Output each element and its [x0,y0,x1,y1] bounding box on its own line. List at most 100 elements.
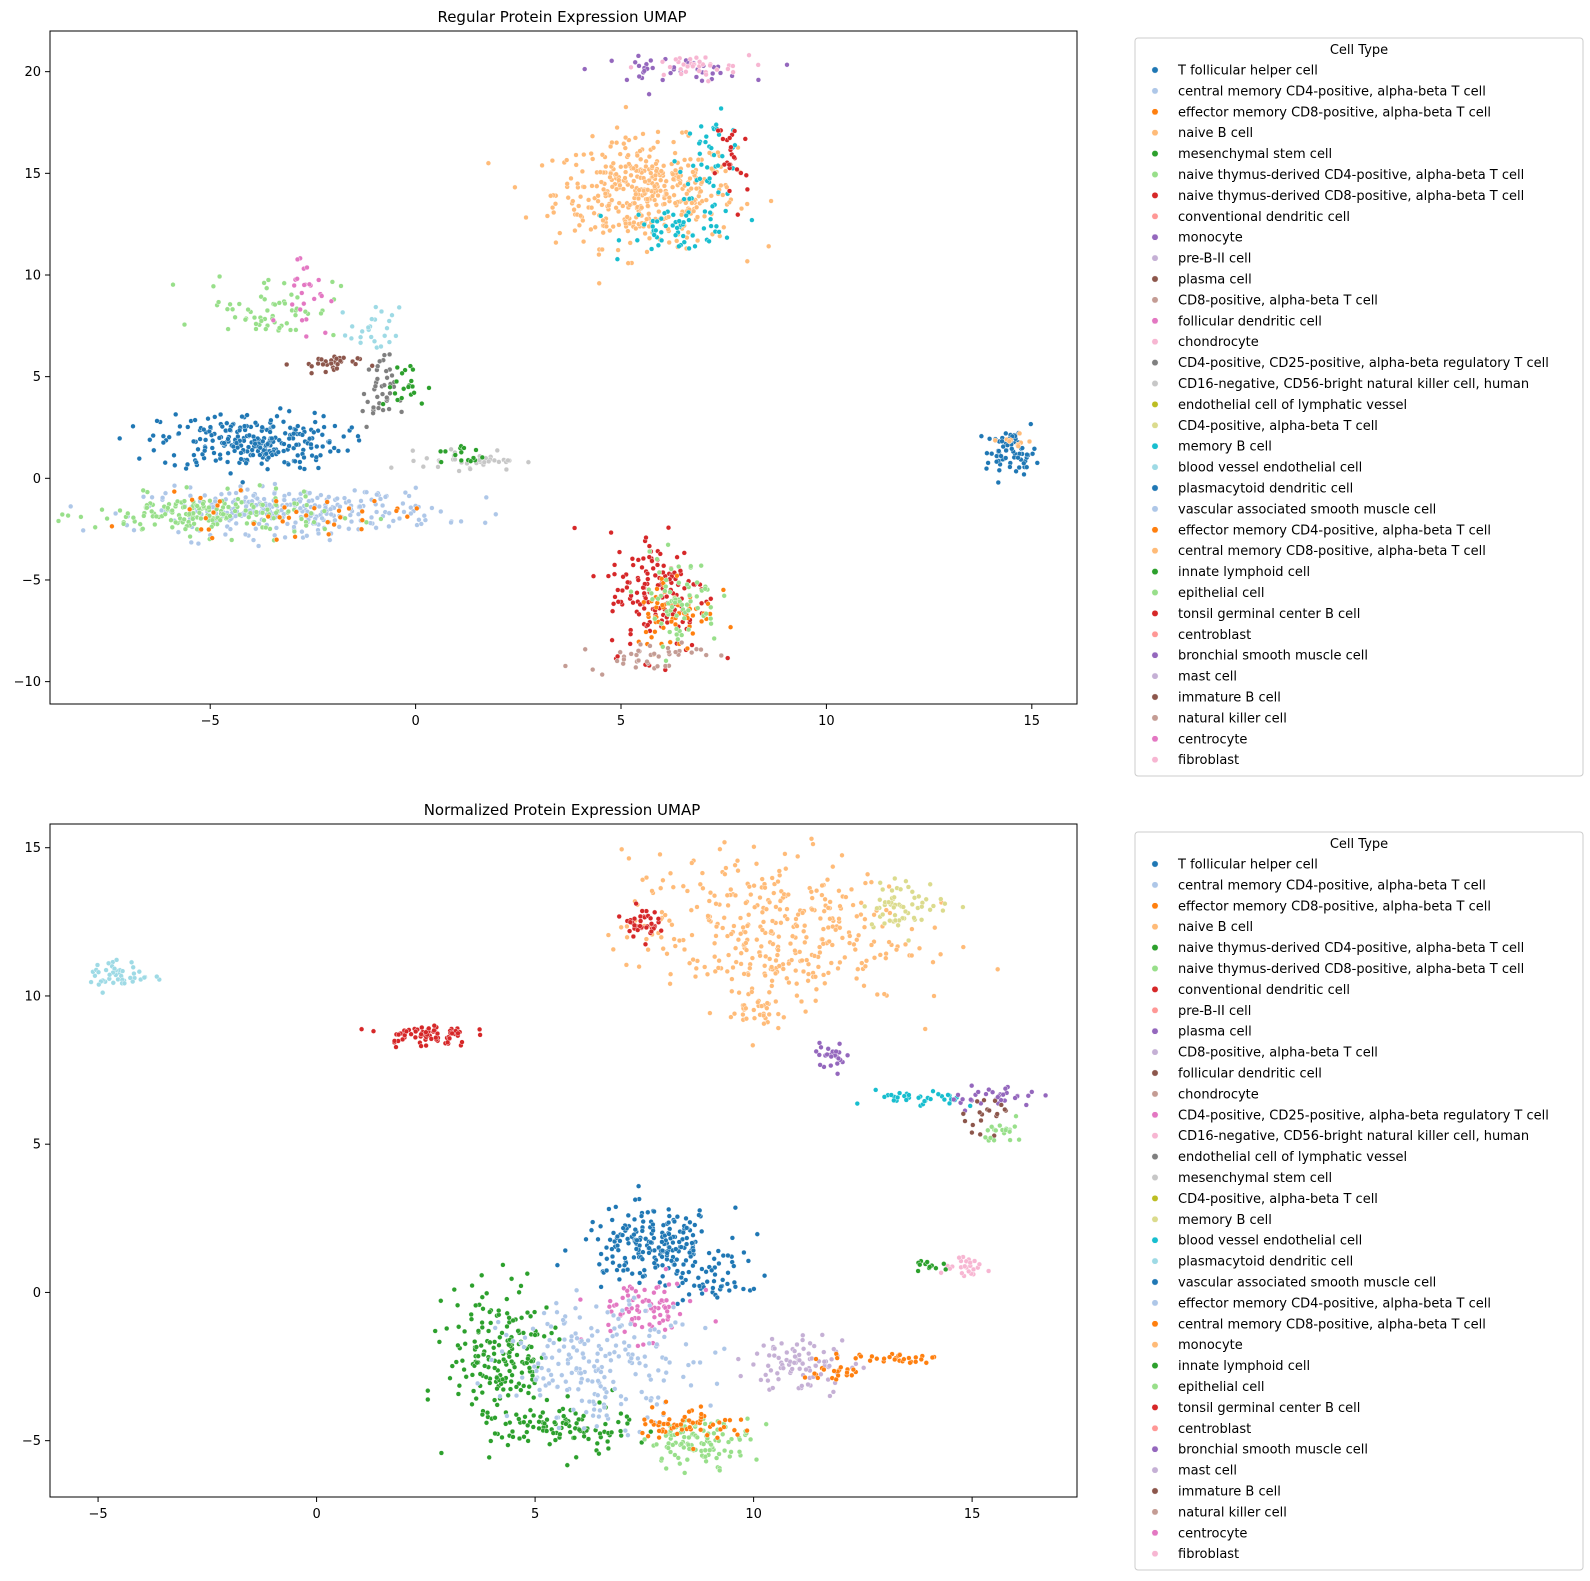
scatter-point [678,1421,684,1428]
scatter-point [254,496,260,502]
scatter-point [421,513,427,519]
scatter-point [654,586,660,592]
scatter-point [136,969,142,975]
scatter-point [456,468,462,474]
scatter-point [993,459,1000,465]
scatter-point [546,1380,552,1387]
scatter-point [308,441,314,448]
scatter-point [401,386,407,392]
legend-label: fibroblast [1178,1547,1239,1562]
scatter-point [561,1343,567,1350]
scatter-point [982,1134,989,1141]
scatter-point [527,1407,534,1413]
legend-label: pre-B-II cell [1178,1004,1251,1019]
legend-entry: effector memory CD4-positive, alpha-beta… [1151,1296,1491,1311]
scatter-point [578,1379,584,1386]
scatter-point [695,605,701,611]
scatter-point [210,283,217,289]
legend-label: follicular dendritic cell [1178,1067,1322,1082]
scatter-point [618,1410,624,1417]
scatter-point [387,384,393,390]
scatter-point [277,405,283,412]
scatter-point [985,1127,991,1133]
scatter-point [698,1411,704,1417]
scatter-point [648,928,655,935]
scatter-point [651,651,657,657]
scatter-point [688,1382,694,1389]
scatter-point [666,1359,673,1366]
scatter-point [1013,468,1019,474]
scatter-point [182,526,189,532]
scatter-point [967,1103,973,1109]
scatter-point [384,395,390,401]
scatter-point [994,1111,1000,1117]
scatter-point [357,504,363,510]
scatter-point [492,1397,498,1403]
scatter-point [252,441,258,447]
legend-label: innate lymphoid cell [1178,1359,1310,1374]
scatter-point [349,424,355,431]
scatter-point [239,414,245,420]
scatter-point [623,220,629,227]
scatter-points [55,52,1040,678]
scatter-point [653,161,659,167]
legend-marker [1151,254,1159,262]
scatter-point [684,1235,690,1241]
scatter-point [976,1261,983,1267]
scatter-point [635,577,641,583]
scatter-point [418,1031,424,1037]
scatter-point [246,514,252,520]
scatter-point [659,602,666,608]
scatter-point [681,550,687,556]
legend-marker [1151,233,1159,241]
legend-entry: bronchial smooth muscle cell [1151,649,1368,664]
legend-marker [1151,1383,1159,1390]
scatter-point [238,450,244,456]
scatter-point [393,508,400,514]
scatter-point [303,333,309,340]
scatter-point [615,599,621,605]
scatter-point [710,70,716,77]
scatter-point [65,512,71,519]
scatter-point [702,1421,708,1427]
scatter-point [599,152,606,158]
scatter-point [504,1323,510,1330]
scatter-point [131,970,137,977]
scatter-point [630,600,636,606]
scatter-point [684,888,691,894]
scatter-point [663,1356,669,1362]
scatter-point [414,522,420,528]
scatter-point [506,1354,512,1360]
scatter-point [736,990,742,996]
scatter-point [483,1420,490,1426]
scatter-point [754,1351,760,1357]
scatter-point [695,1275,701,1281]
scatter-point [809,895,815,901]
scatter-point [694,958,701,964]
scatter-point [425,1388,431,1394]
scatter-point [701,225,707,232]
scatter-point [386,510,392,516]
scatter-point [392,390,398,397]
scatter-point [553,240,559,246]
scatter-point [458,518,464,525]
scatter-point [616,222,622,228]
scatter-point [942,901,948,907]
scatter-point [778,920,784,926]
scatter-point [718,1283,724,1290]
scatter-point [347,512,353,518]
scatter-point [717,846,723,852]
scatter-point [366,367,372,373]
scatter-point [149,494,155,500]
scatter-point [239,499,245,505]
scatter-point [550,1430,556,1436]
scatter-point [505,1442,511,1448]
scatter-point [408,1031,414,1037]
scatter-point [590,573,597,579]
legend-label: fibroblast [1178,753,1239,768]
scatter-point [745,972,751,978]
scatter-point [718,182,724,189]
scatter-point [670,1239,676,1246]
scatter-point [331,445,337,451]
scatter-point [308,510,314,516]
